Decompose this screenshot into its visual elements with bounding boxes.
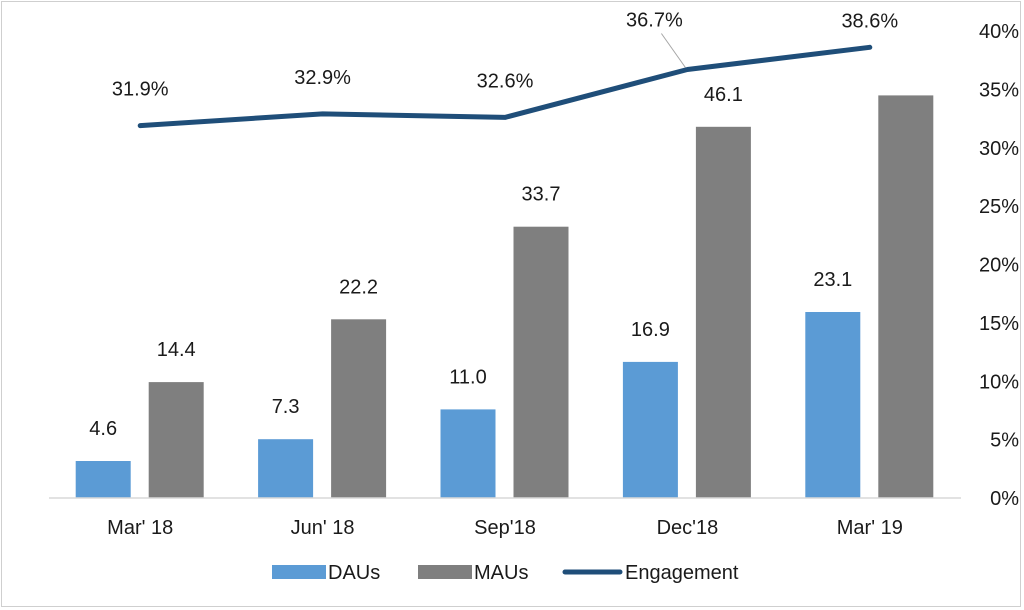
engagement-data-label-1: 31.9% [112,79,169,101]
right-axis-tick-label-5: 20% [979,255,1019,277]
engagement-data-label-4: 36.7% [626,10,683,32]
maus-bar-4 [695,126,751,499]
x-tick-label-4: Dec'18 [657,517,719,539]
legend-swatch-daus [272,565,326,579]
right-axis-tick-label-3: 10% [979,371,1019,393]
engagement-data-label-2: 32.9% [294,67,351,89]
legend: DAUs MAUs Engagement [272,562,739,584]
maus-bar-1 [148,382,204,498]
maus-bar-5 [878,95,934,499]
legend-label-engagement: Engagement [625,562,739,584]
daus-bar-5 [805,312,861,498]
daus-bar-1 [75,461,131,498]
x-tick-label-5: Mar' 19 [837,517,903,539]
x-tick-label-3: Sep'18 [474,517,536,539]
x-tick-label-2: Jun' 18 [291,517,355,539]
x-tick-label-1: Mar' 18 [107,517,173,539]
right-axis-tick-label-7: 30% [979,138,1019,160]
maus-data-label-2: 22.2 [339,276,378,298]
legend-label-maus: MAUs [474,562,528,584]
legend-label-daus: DAUs [328,562,380,584]
engagement-data-label-3: 32.6% [477,70,534,92]
right-axis-tick-label-8: 35% [979,79,1019,101]
daus-bar-3 [440,409,496,498]
bars-layer [75,95,934,499]
legend-swatch-maus [418,565,472,579]
daus-data-label-4: 16.9 [631,319,670,341]
daus-data-label-1: 4.6 [89,418,117,440]
maus-bar-3 [513,226,569,498]
right-axis-tick-label-2: 5% [990,430,1019,452]
daus-bar-2 [258,439,314,498]
right-axis-tick-label-1: 0% [990,488,1019,510]
data-labels-layer: 4.6 7.3 11.0 16.9 23.1 14.4 22.2 33.7 46.1 31.9% 3… [89,10,898,441]
x-tick-labels: Mar' 18 Jun' 18 Sep'18 Dec'18 Mar' 19 [107,517,903,539]
engagement-data-label-5: 38.6% [841,10,898,32]
right-axis-tick-label-6: 25% [979,196,1019,218]
daus-bar-4 [622,361,678,498]
daus-data-label-2: 7.3 [272,396,300,418]
right-axis-tick-labels: 0% 5% 10% 15% 20% 25% 30% 35% 40% [979,21,1019,510]
maus-data-label-4: 46.1 [704,84,743,106]
engagement-leader-line [660,33,686,68]
right-axis-tick-label-9: 40% [979,21,1019,43]
maus-data-label-3: 33.7 [522,184,561,206]
daus-data-label-3: 11.0 [449,366,486,388]
maus-bar-2 [331,319,387,498]
right-axis-tick-label-4: 15% [979,313,1019,335]
engagement-line-layer [137,44,873,129]
daus-data-label-5: 23.1 [813,269,852,291]
maus-data-label-1: 14.4 [157,339,196,361]
